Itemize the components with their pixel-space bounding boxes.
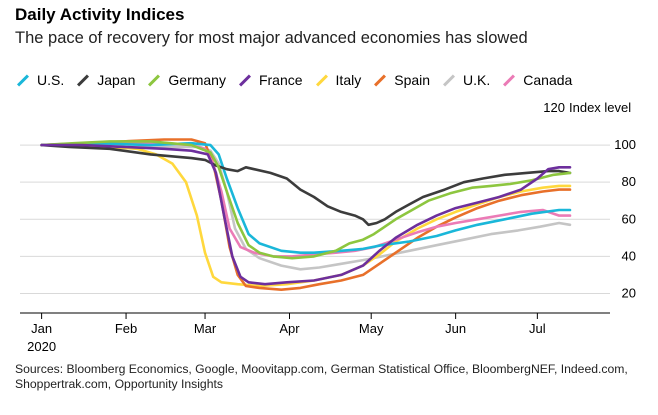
legend-item: France	[236, 72, 303, 88]
legend-label: Italy	[335, 72, 362, 88]
legend-label: Germany	[168, 72, 226, 88]
y-tick-label: 120	[543, 100, 565, 115]
x-tick-label: Apr	[279, 321, 300, 336]
chart-title: Daily Activity Indices	[15, 5, 185, 24]
legend-label: Japan	[97, 72, 136, 88]
x-axis: Jan Feb Mar Apr May Jun Jul 2020	[20, 312, 610, 354]
legend-item: Italy	[313, 72, 362, 88]
x-tick-label: Feb	[115, 321, 137, 336]
y-tick-label: 60	[622, 211, 636, 226]
x-tick-label: Mar	[194, 321, 217, 336]
series-line-us	[40, 141, 572, 254]
legend-item: U.K.	[440, 72, 490, 88]
y-tick-label: 20	[622, 285, 636, 300]
legend-label: France	[258, 72, 303, 88]
y-tick-label: 100	[614, 137, 636, 152]
x-tick-label: Jan	[31, 321, 52, 336]
legend-item: Japan	[74, 72, 135, 88]
x-tick-label: Jun	[445, 321, 466, 336]
legend-item: Germany	[145, 72, 226, 88]
chart-sources: Sources: Bloomberg Economics, Google, Mo…	[15, 362, 628, 391]
legend-label: Spain	[394, 72, 431, 88]
series-line-italy	[40, 143, 572, 288]
y-axis-unit-label: Index level	[569, 100, 631, 115]
legend-item: Spain	[371, 72, 430, 88]
series-lines	[40, 138, 572, 291]
y-tick-label: 40	[622, 248, 636, 263]
legend-item: U.S.	[14, 72, 64, 88]
x-tick-label: May	[359, 321, 384, 336]
y-tick-label: 80	[622, 174, 636, 189]
x-tick-label: Jul	[529, 321, 546, 336]
series-line-spain	[40, 138, 572, 291]
y-axis-labels: 120 100 80 60 40 20 Index level	[543, 100, 636, 300]
series-line-germany	[40, 140, 572, 260]
x-year-label: 2020	[27, 339, 56, 354]
legend-label: U.S.	[37, 72, 65, 88]
chart-subtitle: The pace of recovery for most major adva…	[15, 29, 528, 47]
series-line-uk	[40, 143, 572, 271]
legend-item: Canada	[500, 72, 572, 88]
chart-legend: U.S. Japan Germany France Italy Spain U.K. Cana…	[14, 72, 582, 88]
series-line-japan	[40, 143, 572, 227]
grid-lines	[20, 144, 610, 294]
legend-label: Canada	[523, 72, 573, 88]
series-line-france	[40, 143, 572, 286]
legend-label: U.K.	[463, 72, 491, 88]
